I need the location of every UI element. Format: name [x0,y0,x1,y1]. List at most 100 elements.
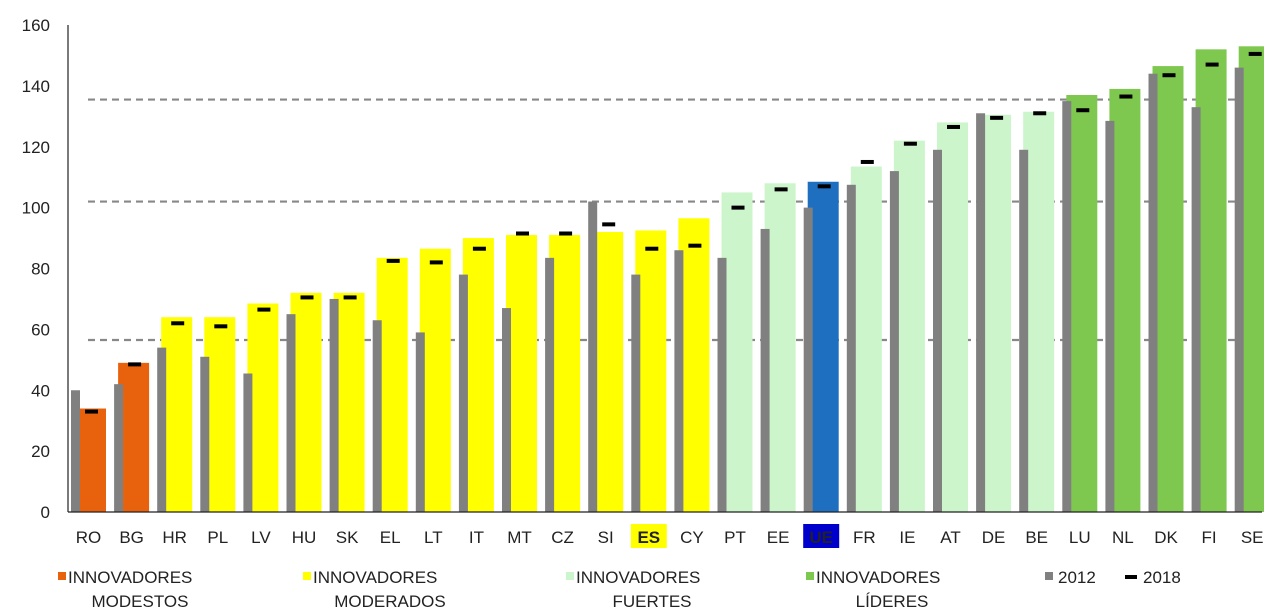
legend-label: 2018 [1143,568,1181,587]
bar-de [980,114,1012,513]
bar-2012-pl [200,356,210,512]
x-tick-label: DK [1154,528,1178,547]
bar-es [635,230,667,512]
x-label-highlight-es [630,524,667,548]
legend-label-line2: MODESTOS [92,592,189,611]
x-tick-label: BG [119,528,144,547]
x-tick-label: SK [336,528,359,547]
bar-si [592,231,624,512]
bar-2012-lv [243,373,253,512]
marker-2018-lt [429,260,443,265]
bar-ie [893,140,925,512]
bar-hu [290,292,322,512]
bar-2012-ie [889,171,899,512]
bar-dk [1152,66,1184,512]
legend-swatch-lideres [806,572,814,580]
x-tick-label: FI [1202,528,1217,547]
x-tick-label: SI [598,528,614,547]
bar-2012-fi [1191,107,1201,513]
y-tick-label: 60 [31,320,50,339]
marker-2018-hu [300,295,314,300]
bar-2012-es [631,274,641,512]
bar-cy [678,218,710,512]
marker-2018-be [1033,111,1047,116]
legend-label-line2: LÍDERES [856,592,929,611]
y-tick-labels: 0 20 40 60 80 100 120 140 160 [22,16,50,522]
bar-2012-si [588,201,598,512]
bar-pl [204,317,236,512]
legend-swatch-2018 [1125,575,1137,579]
x-tick-label: BE [1025,528,1048,547]
x-tick-label: ES [637,528,660,547]
x-tick-label: EE [767,528,790,547]
bar-be [1023,111,1055,512]
bar-2012-at [933,149,942,512]
bar-2012-nl [1105,120,1115,513]
marker-2018-nl [1119,94,1133,99]
bar-ee [764,183,796,512]
legend-label: INNOVADORES [68,568,192,587]
axes [67,25,1262,513]
legend-swatch-moderados [303,572,311,580]
marker-2018-lu [1076,108,1090,113]
marker-2018-ue [817,184,831,189]
marker-2018-ie [903,141,917,146]
bar-el [376,257,408,512]
x-tick-label: SE [1241,528,1264,547]
marker-2018-mt [516,231,529,236]
bar-ro [75,408,106,512]
bar-it [462,238,494,512]
bar-2012-ue [803,207,813,512]
x-tick-label: MT [507,528,532,547]
y-tick-label: 40 [31,381,50,400]
bar-ue [807,181,839,513]
bar-pt [721,192,753,512]
bar-lt [419,248,451,512]
marker-2018-si [602,222,616,227]
marker-2018-pl [214,324,228,329]
x-tick-label: UE [809,528,833,547]
bar-2012-hu [286,314,296,512]
marker-2018-sk [343,295,357,300]
bar-mt [506,235,537,513]
bar-2012-bg [114,384,124,512]
y-tick-label: 80 [31,260,50,279]
marker-2018-at [947,124,960,129]
y-tick-label: 20 [31,442,50,461]
x-tick-label: CY [680,528,704,547]
marker-2018-es [645,246,659,251]
legend: INNOVADORES MODESTOS INNOVADORES MODERADOS I… [58,568,1181,611]
y-tick-label: 120 [22,138,50,157]
x-label-highlight-ue [803,524,840,548]
marker-2018-fr [860,159,874,164]
x-tick-label: FR [853,528,876,547]
marker-2018-se [1248,51,1262,56]
bar-2012-lt [415,332,425,512]
legend-swatch-fuertes [566,572,574,580]
x-tick-label: RO [76,528,102,547]
bar-fr [850,166,882,513]
y-tick-label: 160 [22,16,50,35]
marker-2018-ee [774,187,788,192]
x-tick-label: IT [469,528,484,547]
bar-sk [333,292,365,512]
bar-series [71,46,1264,513]
x-tick-label: NL [1112,528,1134,547]
bar-2012-it [458,274,468,512]
bar-2012-be [1019,149,1029,512]
x-tick-label: DE [982,528,1006,547]
legend-label: INNOVADORES [816,568,940,587]
legend-swatch-modestos [58,572,66,580]
bar-2012-ro [71,390,80,512]
x-tick-label: PT [724,528,746,547]
x-tick-label: HU [292,528,317,547]
legend-swatch-2012 [1045,572,1053,580]
legend-label: INNOVADORES [313,568,437,587]
bar-2012-ee [760,228,770,512]
x-tick-labels: RO BG HR PL LV HU SK EL LT IT MT CZ SI ES CY PT EE UE FR IE… [76,524,1264,548]
bar-2012-cz [545,257,555,512]
x-tick-label: AT [940,528,960,547]
bar-2012-mt [502,308,511,512]
x-tick-label: LT [424,528,443,547]
